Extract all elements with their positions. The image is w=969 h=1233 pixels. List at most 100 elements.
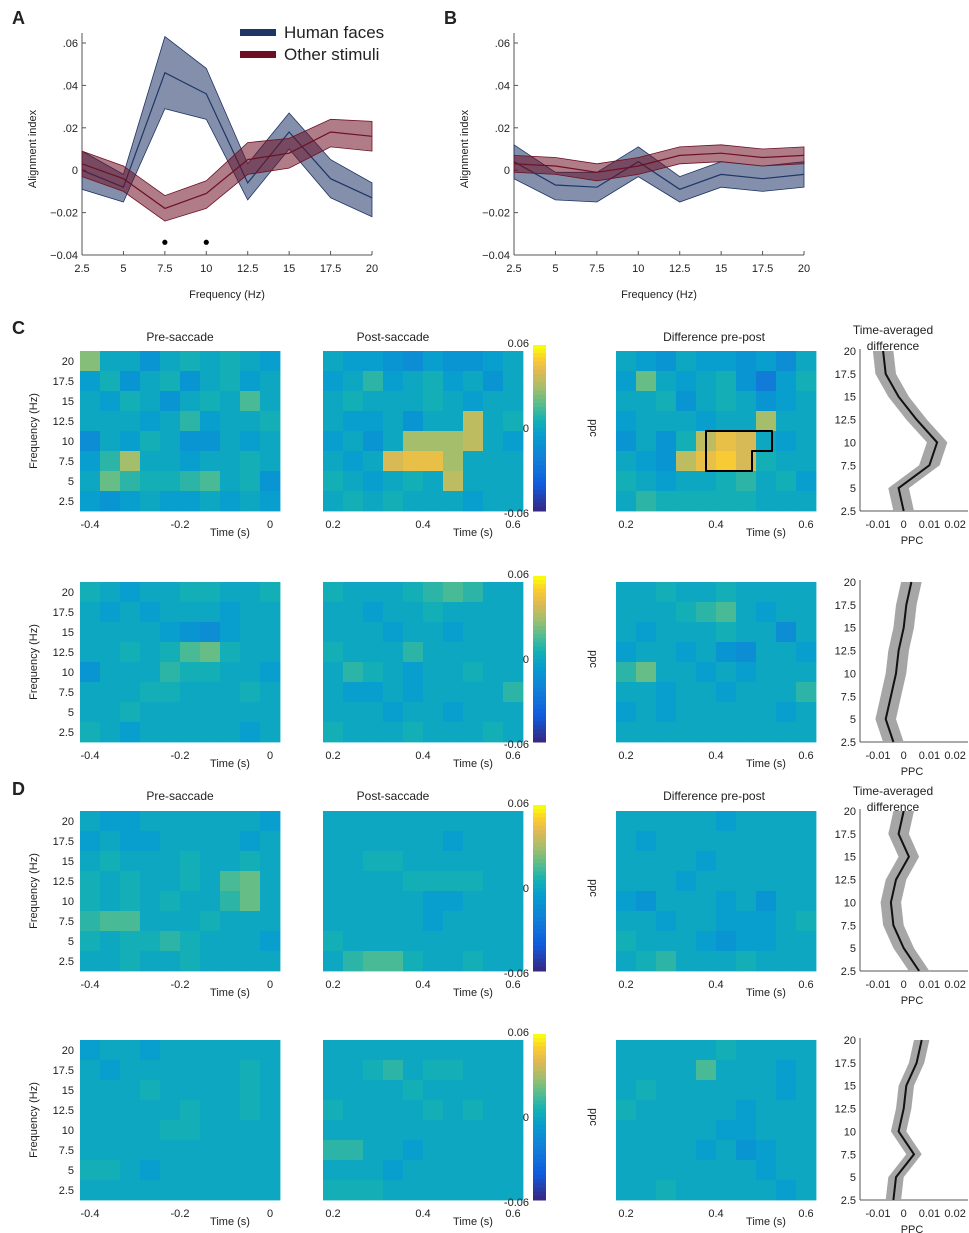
c-top-pre-heatmap-cell xyxy=(100,451,121,472)
d-top-diff-heatmap-cell xyxy=(616,951,637,972)
d-bottom-pre-heatmap-cell xyxy=(120,1160,141,1181)
c-bottom-colorbar-segment xyxy=(533,737,546,743)
c-top-post-heatmap-cell xyxy=(403,451,424,472)
c-top-colorbar-segment xyxy=(533,477,546,483)
d-bottom-post-heatmap-cell xyxy=(503,1100,524,1121)
y-axis-label: Alignment index xyxy=(27,109,39,188)
x-axis-label: Frequency (Hz) xyxy=(621,289,697,301)
c-top-post-heatmap-cell xyxy=(443,351,464,372)
d-top-diff-heatmap-cell xyxy=(796,871,817,892)
d-top-post-heatmap-cell xyxy=(323,871,344,892)
c-top-diff-heatmap-cell xyxy=(796,471,817,492)
d-bottom-diff-heatmap-cell xyxy=(736,1060,757,1081)
d-top-diff-heatmap-cell xyxy=(736,871,757,892)
c-bottom-diff-heatmap-cell xyxy=(636,602,657,623)
d-top-pre-heatmap-cell xyxy=(180,811,201,832)
c-top-diff-heatmap-cell xyxy=(696,411,717,432)
d-bottom-diff-heatmap-cell xyxy=(676,1120,697,1141)
d-bottom-diff-heatmap-cell xyxy=(756,1120,777,1141)
c-bottom-pre-heatmap-cell xyxy=(180,662,201,683)
d-top-post-heatmap-cell xyxy=(503,891,524,912)
d-top-avg-y-tick-label: 20 xyxy=(844,806,856,818)
d-top-post-heatmap-cell xyxy=(343,871,364,892)
d-top-pre-heatmap-cell xyxy=(120,851,141,872)
c-bottom-post-heatmap-cell xyxy=(443,622,464,643)
d-bottom-diff-heatmap-cell xyxy=(716,1120,737,1141)
d-top-pre-heatmap-cell xyxy=(80,811,101,832)
c-top-post-heatmap-cell xyxy=(463,431,484,452)
d-bottom-diff-heatmap-cell xyxy=(796,1100,817,1121)
d-bottom-avg-x-tick-label: 0.02 xyxy=(944,1208,965,1220)
c-top-diff-heatmap-cell xyxy=(716,411,737,432)
d-top-pre-heatmap-cell xyxy=(160,891,181,912)
c-bottom-post-heatmap-cell xyxy=(483,662,504,683)
c-bottom-post-heatmap-cell xyxy=(363,662,384,683)
c-top-avg-y-tick-label: 12.5 xyxy=(835,415,856,427)
d-top-pre-heatmap-cell xyxy=(260,891,281,912)
c-top-diff-heatmap-cell xyxy=(776,391,797,412)
c-bottom-colorbar-segment xyxy=(533,675,546,681)
d-top-diff-heatmap-cell xyxy=(736,891,757,912)
d-top-post-heatmap-cell xyxy=(483,851,504,872)
c-bottom-pre-heatmap-cell xyxy=(200,622,221,643)
c-bottom-colorbar-segment xyxy=(533,596,546,602)
d-bottom-colorbar-tick-label: 0 xyxy=(523,1112,529,1124)
d-top-post-heatmap-cell xyxy=(403,811,424,832)
d-top-pre-heatmap-cell xyxy=(80,891,101,912)
c-bottom-post-heatmap-cell xyxy=(423,642,444,663)
d-top-diff-heatmap-cell xyxy=(636,831,657,852)
ci-band-human-faces xyxy=(81,35,373,218)
c-bottom-diff-heatmap-cell xyxy=(776,622,797,643)
c-top-colorbar-segment xyxy=(533,457,546,462)
d-bottom-post-heatmap-cell xyxy=(403,1060,424,1081)
d-top-diff-heatmap-cell xyxy=(656,831,677,852)
c-top-colorbar-segment xyxy=(533,452,546,458)
c-top-post-heatmap-cell xyxy=(463,451,484,472)
d-bottom-diff-heatmap-cell xyxy=(756,1060,777,1081)
d-bottom-colorbar-segment xyxy=(533,1042,546,1047)
c-bottom-post-heatmap-cell xyxy=(463,662,484,683)
d-top-post-heatmap-cell xyxy=(363,891,384,912)
c-top-post-heatmap-cell xyxy=(363,431,384,452)
c-top-diff-heatmap-cell xyxy=(656,471,677,492)
c-bottom-pre-heatmap-cell xyxy=(160,582,181,603)
d-bottom-pre-heatmap-cell xyxy=(160,1060,181,1081)
c-top-avg-x-tick-label: 0.01 xyxy=(919,519,940,531)
d-bottom-pre-heatmap-cell xyxy=(200,1040,221,1061)
c-bottom-post-heatmap-cell xyxy=(343,702,364,723)
d-top-avg-ci-band xyxy=(880,811,930,971)
c-top-colorbar-tick-label: 0.06 xyxy=(508,338,529,350)
d-top-post-heatmap-cell xyxy=(483,891,504,912)
c-bottom-diff-heatmap-cell xyxy=(636,622,657,643)
d-bottom-colorbar-segment xyxy=(533,1071,546,1076)
d-bottom-post-heatmap-cell xyxy=(383,1100,404,1121)
d-bottom-diff-heatmap-cell xyxy=(636,1080,657,1101)
d-bottom-post-heatmap-cell xyxy=(383,1120,404,1141)
c-top-pre-heatmap-cell xyxy=(240,351,261,372)
d-top-post-heatmap-cell xyxy=(343,931,364,952)
c-top-pre-heatmap-x-tick-label: -0.2 xyxy=(171,519,190,531)
c-top-post-heatmap-cell xyxy=(403,411,424,432)
c-top-post-heatmap-cell xyxy=(443,491,464,512)
c-bottom-pre-heatmap-cell xyxy=(140,722,161,743)
d-top-avg-y-tick-label: 10 xyxy=(844,897,856,909)
x-axis-label: Frequency (Hz) xyxy=(189,289,265,301)
d-top-post-heatmap-cell xyxy=(323,891,344,912)
d-top-post-heatmap-cell xyxy=(423,811,444,832)
d-bottom-pre-heatmap-cell xyxy=(160,1040,181,1061)
c-top-post-heatmap-cell xyxy=(423,391,444,412)
d-top-pre-heatmap-cell xyxy=(200,811,221,832)
d-bottom-diff-heatmap-cell xyxy=(796,1120,817,1141)
c-top-pre-heatmap-cell xyxy=(200,451,221,472)
d-top-diff-heatmap-cell xyxy=(776,851,797,872)
d-top-post-heatmap-cell xyxy=(503,951,524,972)
c-bottom-post-heatmap-cell xyxy=(363,702,384,723)
c-top-post-heatmap-cell xyxy=(323,391,344,412)
c-top-avg-y-tick-label: 17.5 xyxy=(835,369,856,381)
d-bottom-post-heatmap-cell xyxy=(423,1080,444,1101)
d-top-pre-heatmap-cell xyxy=(240,931,261,952)
d-top-pre-heatmap-cell xyxy=(260,931,281,952)
c-bottom-post-heatmap-cell xyxy=(483,642,504,663)
y-axis-label: Alignment index xyxy=(459,109,471,188)
d-bottom-pre-heatmap-cell xyxy=(100,1080,121,1101)
